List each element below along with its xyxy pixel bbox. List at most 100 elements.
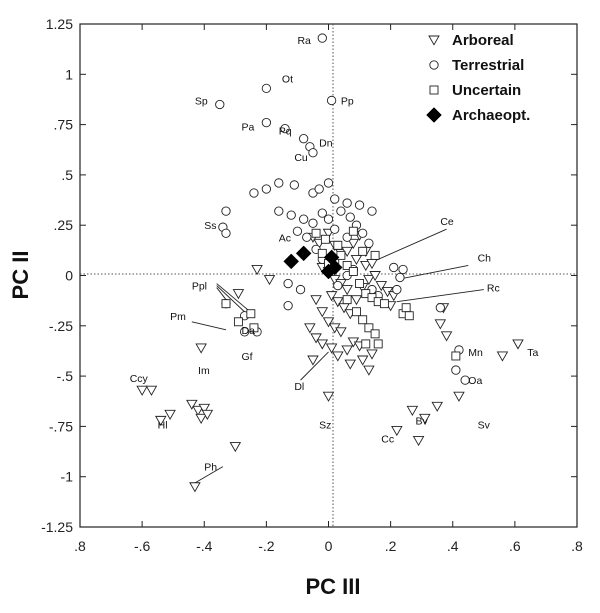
y-tick-label: 1 (65, 66, 73, 82)
leader-line (191, 321, 227, 331)
point-label-pm: Pm (170, 311, 186, 323)
point-label-ac: Ac (279, 232, 291, 244)
terrestrial-point (460, 375, 470, 385)
y-tick-label: .25 (54, 217, 74, 233)
uncertain-point (311, 228, 321, 238)
legend-marker-uncertain (429, 85, 439, 95)
data-points (136, 33, 524, 493)
arboreal-point (406, 405, 419, 416)
legend-marker-arboreal (428, 35, 440, 46)
y-tick-label: -.75 (49, 418, 73, 434)
x-tick-label: .8 (571, 538, 583, 554)
x-tick-label: -.4 (196, 538, 213, 554)
uncertain-point (401, 303, 411, 313)
terrestrial-point (435, 303, 445, 313)
point-label-ta: Ta (527, 347, 538, 359)
arboreal-point (229, 442, 242, 453)
arboreal-point (201, 409, 214, 420)
uncertain-point (333, 240, 343, 250)
arboreal-point (512, 339, 524, 350)
arboreal-point (316, 307, 329, 318)
uncertain-point (451, 351, 461, 361)
point-label-cu: Cu (294, 152, 308, 164)
arboreal-point (195, 413, 207, 425)
leader-line (300, 351, 329, 381)
uncertain-point (379, 299, 389, 309)
terrestrial-point (398, 264, 408, 275)
point-label-im: Im (198, 365, 210, 377)
arboreal-point (363, 275, 375, 286)
terrestrial-point (367, 206, 377, 216)
uncertain-point (348, 267, 358, 276)
point-label-sv: Sv (478, 419, 491, 431)
terrestrial-point (274, 206, 284, 216)
x-tick-label: .4 (447, 538, 459, 554)
arboreal-point (363, 365, 375, 376)
point-label-gf: Gf (242, 351, 253, 363)
arboreal-point (332, 297, 344, 308)
terrestrial-point (283, 301, 293, 311)
arboreal-point (310, 333, 322, 344)
terrestrial-point (249, 188, 259, 198)
terrestrial-point (354, 200, 365, 210)
terrestrial-point (364, 238, 374, 248)
leader-line (396, 264, 469, 280)
uncertain-point (370, 329, 380, 339)
point-label-ot: Ot (282, 73, 293, 85)
archaeopt-point (283, 253, 300, 270)
point-label-da: Da (242, 325, 256, 337)
arboreal-point (192, 405, 204, 416)
uncertain-point (233, 317, 243, 327)
y-tick-label: .5 (61, 167, 73, 183)
x-tick-label: 0 (325, 538, 333, 554)
arboreal-point (453, 391, 465, 402)
terrestrial-point (298, 214, 309, 224)
y-tick-label: 0 (65, 268, 73, 284)
y-tick-label: -.25 (49, 318, 73, 334)
arboreal-point (350, 295, 363, 306)
terrestrial-point (317, 208, 327, 218)
legend: Arboreal Terrestrial Uncertain Archaeopt. (426, 32, 530, 124)
uncertain-point (364, 323, 374, 333)
arboreal-point (263, 275, 276, 286)
point-label-cc: Cc (381, 433, 394, 445)
point-label-ch: Ch (478, 252, 492, 264)
terrestrial-point (342, 198, 352, 208)
terrestrial-point (314, 184, 324, 194)
x-tick-label: .2 (385, 538, 397, 554)
terrestrial-point (221, 206, 231, 216)
terrestrial-point (392, 284, 402, 295)
terrestrial-point (295, 284, 306, 295)
uncertain-point (221, 299, 231, 309)
terrestrial-point (323, 178, 334, 188)
arboreal-point (350, 254, 363, 266)
terrestrial-point (274, 178, 284, 188)
point-label-rc: Rc (487, 283, 500, 295)
arboreal-point (198, 403, 211, 414)
y-tick-label: 1.25 (46, 16, 73, 32)
terrestrial-point (451, 365, 461, 375)
y-tick-label: -1 (61, 469, 74, 485)
point-label-ccy: Ccy (130, 373, 149, 385)
terrestrial-point (333, 280, 343, 291)
arboreal-point (322, 391, 335, 402)
arboreal-point (347, 238, 360, 249)
point-label-pq: Pq (279, 126, 292, 138)
terrestrial-point (308, 148, 318, 158)
legend-label-terrestrial: Terrestrial (452, 57, 524, 74)
point-label-pa: Pa (242, 122, 255, 134)
terrestrial-point (298, 134, 309, 144)
arboreal-point (341, 285, 353, 296)
y-tick-label: -1.25 (41, 519, 73, 535)
terrestrial-point (323, 214, 334, 224)
terrestrial-point (395, 272, 405, 283)
x-tick-label: -.6 (134, 538, 151, 554)
arboreal-point (359, 260, 372, 272)
terrestrial-point (308, 218, 318, 228)
arboreal-point (136, 385, 148, 396)
uncertain-point (342, 260, 352, 270)
terrestrial-point (261, 184, 272, 194)
y-tick-label: -.5 (57, 368, 74, 384)
arboreal-point (496, 351, 509, 362)
